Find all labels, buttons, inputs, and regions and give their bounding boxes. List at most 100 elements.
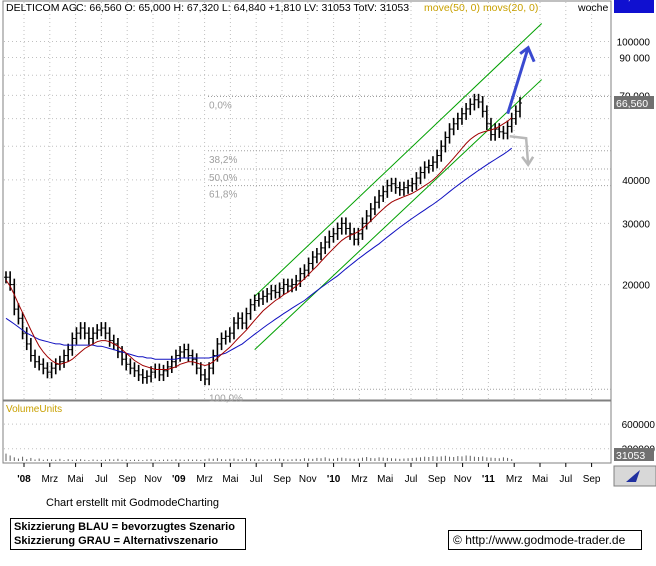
price-bar [256, 292, 261, 307]
price-bar [86, 327, 91, 345]
price-bar [331, 227, 336, 243]
price-bar [132, 362, 137, 377]
volume-label: VolumeUnits [6, 404, 62, 415]
price-bar [66, 343, 71, 362]
price-bar [518, 97, 522, 118]
price-bar [410, 177, 415, 192]
price-bar [12, 278, 17, 316]
legend-grey-scenario: Skizzierung GRAU = Alternativszenario [14, 535, 219, 547]
price-bar [194, 353, 199, 375]
header-period: woche [577, 2, 609, 14]
price-bar [82, 322, 87, 340]
copyright-icon: © [453, 533, 462, 547]
price-bar [265, 288, 270, 303]
price-bar [236, 312, 241, 330]
price-bar [348, 222, 353, 240]
price-bar [306, 257, 311, 277]
price-bar [480, 96, 485, 118]
price-bar [290, 278, 295, 293]
x-tick-label: Sep [583, 474, 601, 485]
price-bar [302, 264, 307, 280]
x-tick-label: Mrz [351, 474, 368, 485]
price-bar [281, 278, 286, 295]
price-bar [426, 159, 431, 174]
price-bar [62, 349, 67, 368]
price-bar [381, 185, 386, 202]
y-tick-label: 30000 [622, 219, 650, 230]
x-tick-label: Sep [428, 474, 446, 485]
price-bar [314, 248, 319, 264]
chart-credit: Chart erstellt mit GodmodeCharting [46, 497, 220, 509]
price-bar [393, 177, 398, 194]
volume-tick-label: 600000 [622, 420, 656, 431]
price-bar [484, 105, 489, 130]
price-bar [339, 217, 344, 235]
price-bar [439, 140, 444, 162]
price-bar [202, 368, 207, 386]
price-bar [298, 267, 303, 288]
price-bar [53, 358, 58, 375]
price-bar [169, 355, 174, 374]
price-bar [406, 179, 411, 194]
price-bar [468, 98, 473, 116]
price-bar [182, 343, 187, 359]
y-tick-label: 100000 [617, 38, 651, 49]
source-link[interactable]: http://www.godmode-trader.de [465, 533, 626, 547]
price-bar [443, 131, 448, 153]
price-bar [219, 332, 224, 351]
price-bar [28, 338, 33, 362]
price-bar [505, 120, 510, 140]
x-tick-label: '09 [172, 474, 186, 485]
price-bar [107, 327, 112, 347]
price-bar [397, 181, 402, 196]
last-price-label-bg [614, 96, 654, 110]
price-bar [455, 112, 460, 130]
stock-chart: 0,0% 38,2% 50,0% 61,8% 100,0% 20000 30000 4000… [2, 0, 656, 487]
fib-level-label: 100,0% [209, 393, 243, 404]
price-bar [488, 117, 493, 141]
x-tick-label: Mai [222, 474, 238, 485]
scenario-arrow-main [506, 45, 536, 115]
x-tick-label: Nov [144, 474, 162, 485]
arrow-head [519, 45, 536, 63]
x-tick-label: Mai [68, 474, 84, 485]
price-bar [16, 303, 21, 325]
last-price-label: 66,560 [614, 96, 654, 110]
volume-value-label: 31053 [614, 448, 654, 462]
copyright-box[interactable]: © http://www.godmode-trader.de [448, 530, 642, 550]
fib-level-label: 0,0% [209, 100, 232, 111]
price-bar [115, 338, 120, 359]
price-bar [451, 117, 456, 136]
price-bar [319, 241, 324, 261]
price-bar [422, 161, 427, 179]
price-bar [294, 274, 299, 291]
price-bar [401, 181, 406, 196]
arrow-shaft [506, 47, 530, 115]
x-tick-label: Nov [454, 474, 472, 485]
arrow-shaft [509, 134, 530, 165]
price-bar [136, 364, 141, 382]
price-bar [435, 149, 440, 169]
scenario-arrows [506, 45, 536, 168]
fib-level-label: 50,0% [209, 173, 237, 184]
x-tick-label: '11 [482, 474, 495, 485]
x-tick-label: Mrz [506, 474, 523, 485]
price-bar [430, 156, 435, 172]
y-tick-label: 20000 [622, 281, 650, 292]
x-tick-label: Jul [250, 474, 263, 485]
x-tick-label: Nov [299, 474, 317, 485]
ma50-value-label: 49,345 [614, 0, 654, 13]
price-bar [248, 298, 253, 320]
volume-panel-border [2, 400, 612, 464]
scenario-arrow-alt [509, 134, 535, 168]
price-bar [343, 217, 348, 235]
x-tick-label: Sep [273, 474, 291, 485]
moving-averages [5, 117, 513, 370]
price-bar [335, 222, 340, 240]
price-bar [103, 322, 108, 340]
x-tick-label: Jul [405, 474, 418, 485]
bottom-right-icon [613, 465, 656, 487]
price-bar [476, 93, 481, 109]
x-tick-label: Sep [118, 474, 136, 485]
price-bar [497, 123, 502, 138]
